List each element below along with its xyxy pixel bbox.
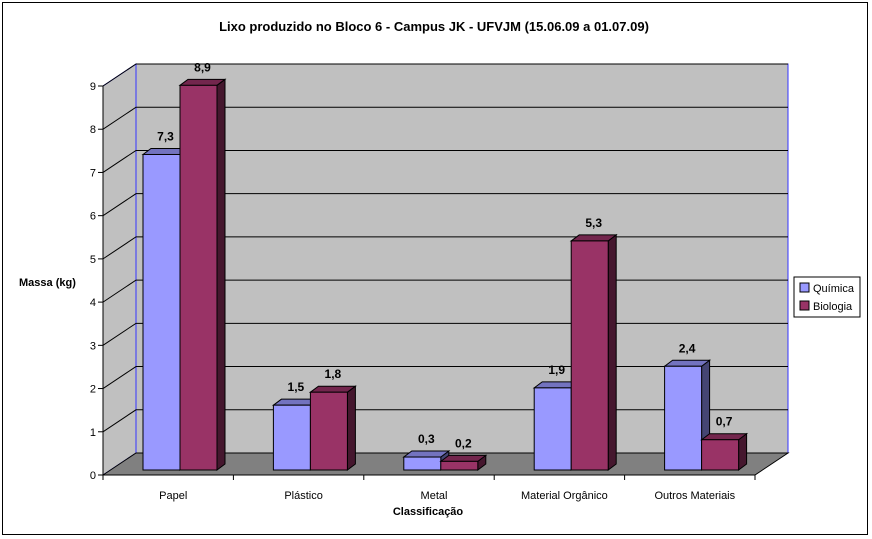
data-label: 0,7 [716, 415, 733, 429]
y-tick-label: 6 [90, 211, 96, 223]
legend-label: Biologia [813, 301, 853, 313]
data-label: 0,2 [455, 436, 472, 450]
data-labels: 7,3 1,5 0,3 1,9 2,4 8,9 1,8 0,2 5,3 0,7 [157, 60, 733, 450]
legend-swatch [799, 300, 810, 311]
x-tick-label: Material Orgânico [521, 490, 608, 502]
legend-label: Química [813, 283, 855, 295]
y-tick-label: 0 [90, 470, 96, 482]
data-label: 0,3 [418, 432, 435, 446]
data-label: 7,3 [157, 129, 174, 143]
gridline [102, 63, 788, 87]
y-tick-label: 9 [90, 81, 96, 93]
y-tick-label: 8 [90, 124, 96, 136]
gridline [102, 322, 788, 346]
bar-chart: 0 1 2 3 4 5 6 7 8 9 Papel Plástico Metal Material Org… [19, 19, 861, 518]
x-axis-label: Classificação [393, 506, 464, 518]
y-tick-label: 5 [90, 254, 96, 266]
gridline [102, 193, 788, 217]
data-label: 2,4 [679, 341, 696, 355]
bar-biologia [569, 233, 618, 471]
gridline [102, 149, 788, 173]
gridlines [102, 63, 788, 433]
gridline [102, 106, 788, 130]
axes: 0 1 2 3 4 5 6 7 8 9 Papel Plástico Metal Material Org… [90, 81, 756, 502]
bar-biologia [439, 454, 488, 471]
bar-biologia [308, 385, 357, 471]
y-tick-label: 7 [90, 167, 96, 179]
x-tick-label: Metal [421, 490, 448, 502]
bars [141, 78, 749, 471]
data-label: 8,9 [194, 60, 211, 74]
legend: Química Biologia [793, 276, 861, 318]
y-tick-label: 1 [90, 427, 96, 439]
x-tick-label: Plástico [284, 490, 323, 502]
x-tick-label: Papel [159, 490, 187, 502]
data-label: 5,3 [585, 216, 602, 230]
chart-title: Lixo produzido no Bloco 6 - Campus JK - … [219, 19, 649, 34]
gridline [102, 279, 788, 303]
data-label: 1,8 [325, 367, 342, 381]
y-tick-label: 4 [90, 297, 96, 309]
data-label: 1,9 [548, 363, 565, 377]
legend-swatch [799, 282, 810, 293]
gridline [102, 236, 788, 260]
y-axis-label: Massa (kg) [19, 277, 76, 289]
bar-biologia [178, 78, 227, 471]
gridline [102, 366, 788, 389]
data-label: 1,5 [288, 380, 305, 394]
x-tick-label: Outros Materiais [654, 490, 735, 502]
y-tick-label: 2 [90, 384, 96, 396]
y-tick-label: 3 [90, 340, 96, 352]
bar-biologia [700, 432, 749, 471]
